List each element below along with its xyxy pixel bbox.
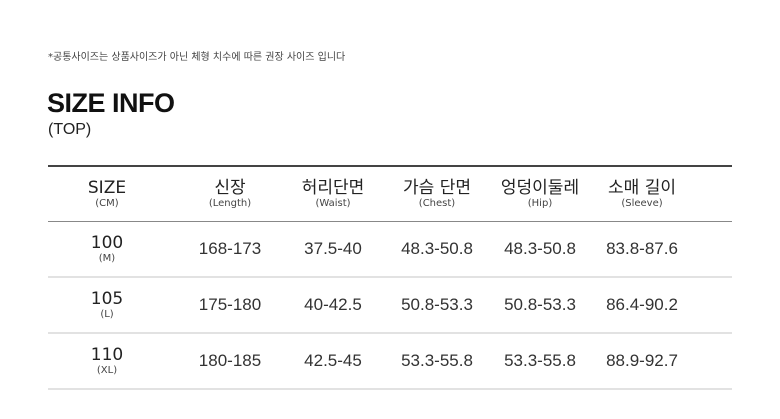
- value-cell: 50.8-53.3: [504, 295, 576, 314]
- value-cell: 48.3-50.8: [401, 239, 473, 258]
- table-row: 110 (XL) 180-185 42.5-45 53.3-55.8 53.3-5…: [48, 334, 732, 390]
- table-row: 100 (M) 168-173 37.5-40 48.3-50.8 48.3-50…: [48, 222, 732, 278]
- size-value: 105: [90, 288, 124, 309]
- size-cell: 105 (L): [52, 278, 162, 332]
- size-cell: 110 (XL): [52, 334, 162, 388]
- page-title: SIZE INFO: [47, 88, 175, 118]
- header-sub: (Length): [208, 197, 252, 209]
- value-cell: 180-185: [198, 351, 262, 370]
- header-size: SIZE (CM): [52, 167, 162, 221]
- header-hip: 엉덩이둘레 (Hip): [485, 167, 595, 221]
- header-sub: (Waist): [315, 197, 351, 209]
- header-sleeve: 소매 길이 (Sleeve): [587, 167, 697, 221]
- header-label: 허리단면: [301, 177, 365, 198]
- size-sub: (L): [100, 308, 114, 320]
- value-cell: 88.9-92.7: [606, 351, 678, 370]
- table-header: SIZE (CM) 신장 (Length) 허리단면 (Waist) 가슴 단면 (Ch…: [48, 167, 732, 222]
- value-cell: 42.5-45: [304, 351, 362, 370]
- header-label: 소매 길이: [608, 177, 676, 198]
- header-label: 엉덩이둘레: [500, 177, 580, 198]
- value-cell: 48.3-50.8: [504, 239, 576, 258]
- value-cell: 40-42.5: [304, 295, 362, 314]
- header-label: SIZE: [87, 177, 127, 198]
- header-label: 신장: [214, 177, 246, 198]
- header-sub: (Chest): [418, 197, 456, 209]
- header-label: 가슴 단면: [403, 177, 471, 198]
- size-table: SIZE (CM) 신장 (Length) 허리단면 (Waist) 가슴 단면 (Ch…: [48, 165, 732, 390]
- size-note: *공통사이즈는 상품사이즈가 아닌 체형 치수에 따른 권장 사이즈 입니다: [48, 52, 346, 63]
- header-sub: (Hip): [527, 197, 553, 209]
- header-length: 신장 (Length): [175, 167, 285, 221]
- size-sub: (M): [98, 252, 116, 264]
- size-cell: 100 (M): [52, 222, 162, 276]
- value-cell: 168-173: [198, 239, 262, 258]
- table-row: 105 (L) 175-180 40-42.5 50.8-53.3 50.8-53…: [48, 278, 732, 334]
- value-cell: 53.3-55.8: [401, 351, 473, 370]
- header-chest: 가슴 단면 (Chest): [382, 167, 492, 221]
- value-cell: 175-180: [198, 295, 262, 314]
- value-cell: 83.8-87.6: [606, 239, 678, 258]
- value-cell: 53.3-55.8: [504, 351, 576, 370]
- value-cell: 86.4-90.2: [606, 295, 678, 314]
- value-cell: 37.5-40: [304, 239, 362, 258]
- header-sub: (Sleeve): [621, 197, 663, 209]
- value-cell: 50.8-53.3: [401, 295, 473, 314]
- header-waist: 허리단면 (Waist): [278, 167, 388, 221]
- size-sub: (XL): [96, 364, 118, 376]
- header-sub: (CM): [95, 197, 119, 209]
- page-subtitle: (TOP): [48, 121, 92, 138]
- size-value: 110: [90, 344, 124, 365]
- size-value: 100: [90, 232, 124, 253]
